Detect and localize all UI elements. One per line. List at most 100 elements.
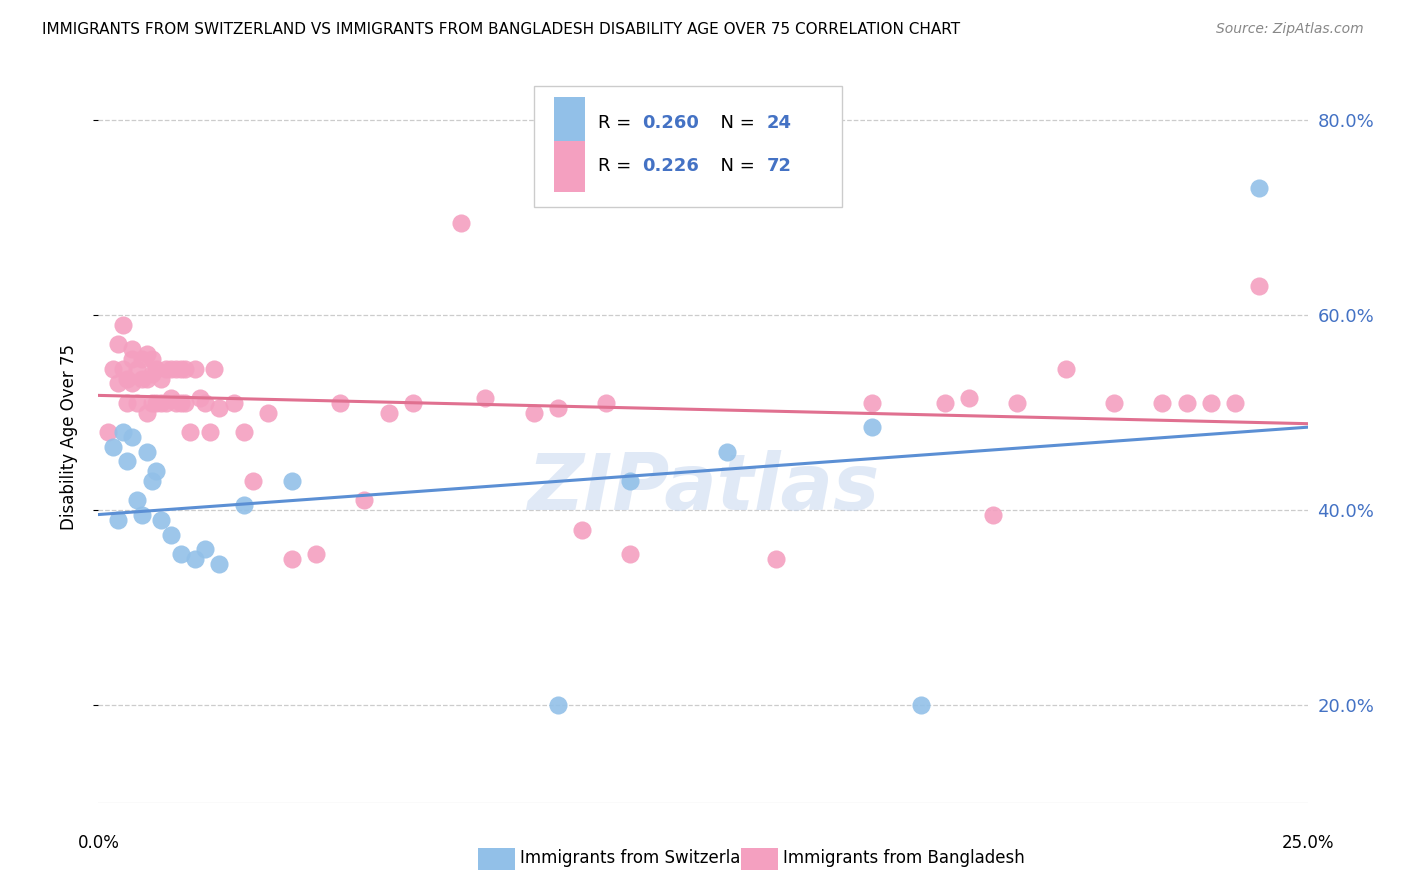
Point xyxy=(131,352,153,367)
FancyBboxPatch shape xyxy=(554,97,585,148)
Text: 0.260: 0.260 xyxy=(643,113,699,131)
Point xyxy=(1102,396,1125,410)
Point xyxy=(402,396,425,410)
Point xyxy=(107,337,129,351)
Point xyxy=(155,361,177,376)
Point xyxy=(256,406,278,420)
Point xyxy=(150,371,173,385)
FancyBboxPatch shape xyxy=(534,86,842,207)
Point xyxy=(957,391,980,405)
Point xyxy=(716,444,738,458)
Point xyxy=(117,371,139,385)
Point xyxy=(111,361,134,376)
Point xyxy=(165,361,187,376)
Point xyxy=(1007,396,1029,410)
Point xyxy=(208,557,231,571)
Point xyxy=(117,454,139,468)
Point xyxy=(184,361,207,376)
Point xyxy=(860,420,883,434)
Text: 25.0%: 25.0% xyxy=(1281,834,1334,852)
Point xyxy=(121,430,143,444)
Point xyxy=(222,396,245,410)
Text: ZIPatlas: ZIPatlas xyxy=(527,450,879,526)
Point xyxy=(121,376,143,391)
Point xyxy=(107,376,129,391)
Point xyxy=(101,440,124,454)
Point xyxy=(141,367,163,381)
Point xyxy=(131,508,153,522)
Point xyxy=(571,523,593,537)
FancyBboxPatch shape xyxy=(554,141,585,192)
Point xyxy=(150,513,173,527)
Point xyxy=(107,513,129,527)
Point xyxy=(1152,396,1174,410)
Text: 24: 24 xyxy=(768,113,792,131)
Point xyxy=(135,347,157,361)
Point xyxy=(127,396,149,410)
Point xyxy=(547,698,569,713)
Point xyxy=(184,552,207,566)
Point xyxy=(194,542,217,557)
Point xyxy=(127,361,149,376)
Point xyxy=(910,698,932,713)
Point xyxy=(204,361,226,376)
Text: R =: R = xyxy=(598,158,637,176)
Point xyxy=(160,527,183,541)
Point xyxy=(141,396,163,410)
Point xyxy=(619,474,641,488)
Point xyxy=(165,396,187,410)
Point xyxy=(1249,181,1271,195)
Point xyxy=(121,343,143,357)
Point xyxy=(281,474,304,488)
Point xyxy=(135,406,157,420)
Text: 72: 72 xyxy=(768,158,792,176)
Point xyxy=(174,361,197,376)
Point xyxy=(1054,361,1077,376)
Point xyxy=(179,425,201,440)
Text: R =: R = xyxy=(598,113,637,131)
Point xyxy=(981,508,1004,522)
Point xyxy=(765,552,787,566)
Point xyxy=(127,493,149,508)
Point xyxy=(232,499,254,513)
Point xyxy=(169,396,191,410)
Point xyxy=(145,396,167,410)
Point xyxy=(547,401,569,415)
Point xyxy=(97,425,120,440)
Point xyxy=(141,474,163,488)
Point xyxy=(150,396,173,410)
Point xyxy=(523,406,546,420)
Point xyxy=(619,547,641,561)
Point xyxy=(242,474,264,488)
Point xyxy=(111,318,134,332)
Point xyxy=(145,361,167,376)
Point xyxy=(198,425,221,440)
Point xyxy=(450,215,472,229)
Text: 0.226: 0.226 xyxy=(643,158,699,176)
Point xyxy=(155,396,177,410)
Point xyxy=(305,547,328,561)
Point xyxy=(208,401,231,415)
Text: 0.0%: 0.0% xyxy=(77,834,120,852)
Point xyxy=(194,396,217,410)
Point xyxy=(1223,396,1246,410)
Point xyxy=(131,371,153,385)
Point xyxy=(353,493,375,508)
Point xyxy=(232,425,254,440)
Point xyxy=(160,361,183,376)
Point xyxy=(121,352,143,367)
Point xyxy=(160,391,183,405)
Point xyxy=(934,396,956,410)
Point xyxy=(135,444,157,458)
Text: N =: N = xyxy=(709,158,761,176)
Point xyxy=(101,361,124,376)
Point xyxy=(377,406,399,420)
Point xyxy=(169,361,191,376)
Text: N =: N = xyxy=(709,113,761,131)
Point xyxy=(145,464,167,478)
Point xyxy=(188,391,211,405)
Point xyxy=(860,396,883,410)
Point xyxy=(141,352,163,367)
Point xyxy=(169,547,191,561)
Point xyxy=(1249,279,1271,293)
